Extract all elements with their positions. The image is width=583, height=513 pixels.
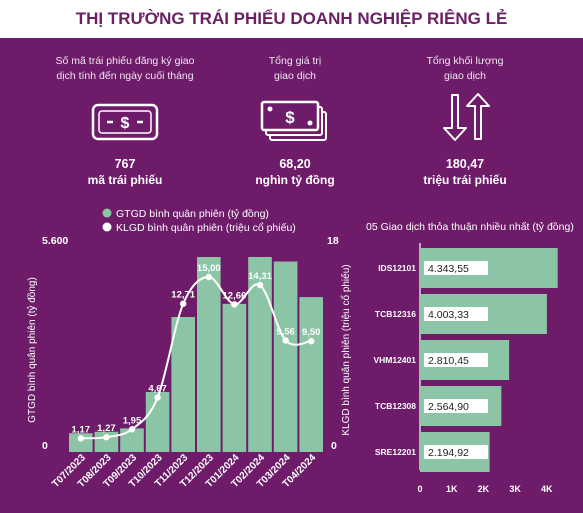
line-point xyxy=(231,301,238,308)
hbar-x-tick-label: 3K xyxy=(509,484,521,494)
stat-unit: nghìn tỷ đồng xyxy=(255,173,335,187)
y2-axis-bottom-tick: 0 xyxy=(331,440,337,452)
stat-value: 180,47 xyxy=(445,157,485,171)
combo-bar xyxy=(197,257,221,452)
y-axis-label: GTGD bình quân phiên (tỷ đồng) xyxy=(26,277,38,423)
page-title: THỊ TRƯỜNG TRÁI PHIẾU DOANH NGHIỆP RIÊNG… xyxy=(75,9,508,28)
legend-swatch-bar xyxy=(102,208,112,218)
y-axis-top-tick: 5.600 xyxy=(42,235,68,247)
hbar-x-tick-label: 1K xyxy=(446,484,458,494)
combo-bar xyxy=(248,257,272,452)
combo-bar xyxy=(120,428,144,452)
stat-label-line2: dịch tính đến ngày cuối tháng xyxy=(56,70,194,82)
combo-bar xyxy=(273,261,298,452)
hbar-value-label: 4.343,55 xyxy=(428,263,469,275)
line-point xyxy=(180,300,187,307)
line-data-label: 1,27 xyxy=(97,423,116,434)
legend-swatch-line xyxy=(102,222,112,232)
stat-label-line2: giao dịch xyxy=(443,70,487,82)
hbar-category-label: TCB12316 xyxy=(375,309,416,319)
y2-axis-label: KLGD bình quân phiên (triệu cổ phiếu) xyxy=(340,264,352,435)
hbar-value-label: 4.003,33 xyxy=(428,309,469,321)
line-point xyxy=(128,426,136,433)
stat-trade-value: Tổng giá trị giao dịch xyxy=(210,54,380,84)
hbar-category-label: TCB12308 xyxy=(375,401,416,411)
line-data-label: 1,17 xyxy=(72,424,91,435)
stat-label-line1: Số mã trái phiếu đăng ký giao xyxy=(55,55,195,67)
line-data-label: 14,31 xyxy=(248,271,272,282)
line-data-label: 15,00 xyxy=(197,263,221,274)
line-data-label: 12,66 xyxy=(223,290,247,301)
svg-text:$: $ xyxy=(285,108,295,127)
line-point xyxy=(77,435,85,442)
y-axis-bottom-tick: 0 xyxy=(42,440,48,452)
y2-axis-top-tick: 18 xyxy=(327,235,339,247)
stat-trade-value-values: 68,20 nghìn tỷ đồng xyxy=(210,156,380,188)
line-point xyxy=(103,433,110,441)
hbar-x-tick-label: 4K xyxy=(541,484,553,494)
hbar-x-tick-label: 0 xyxy=(417,484,422,494)
stat-value: 68,20 xyxy=(279,157,311,171)
stat-unit: mã trái phiếu xyxy=(87,173,163,187)
hbar-value-label: 2.564,90 xyxy=(428,401,469,413)
line-point xyxy=(256,281,264,289)
combo-bar xyxy=(171,317,195,452)
hbar-value-box xyxy=(424,353,488,367)
combo-bar xyxy=(222,303,247,452)
hbar-category-label: SRE12201 xyxy=(375,447,416,457)
infographic-panel: Số mã trái phiếu đăng ký giao dịch tính … xyxy=(0,38,583,513)
hbar-value-label: 2.810,45 xyxy=(428,355,469,367)
stat-label-line2: giao dịch xyxy=(273,70,317,82)
line-point xyxy=(308,337,315,345)
stat-unit: triệu trái phiếu xyxy=(423,173,507,187)
line-point xyxy=(154,394,161,401)
up-down-arrows-icon xyxy=(440,92,490,142)
combo-bar xyxy=(299,297,323,452)
hbar-value-box xyxy=(424,261,488,275)
hbar-value-label: 2.194,92 xyxy=(428,447,469,459)
line-data-label: 9,50 xyxy=(302,327,321,338)
hbar-category-label: VHM12401 xyxy=(373,355,416,365)
stat-bond-count-values: 767 mã trái phiếu xyxy=(40,156,210,188)
svg-text:$: $ xyxy=(121,115,130,132)
combo-bar xyxy=(145,392,170,452)
combo-legend: GTGD bình quân phiên (tỷ đồng) KLGD bình… xyxy=(102,208,296,234)
legend-label-line: KLGD bình quân phiên (triệu cổ phiếu) xyxy=(116,222,296,234)
line-data-label: 9,56 xyxy=(276,326,295,337)
hbar-value-box xyxy=(424,445,488,459)
bond-ticket-icon: $ xyxy=(90,102,160,142)
hbar-chart: IDS12101 4.343,55 TCB12316 4.003,33 VHM12401… xyxy=(373,243,558,494)
line-data-label: 1,95 xyxy=(123,415,142,426)
hbar-title: 05 Giao dịch thỏa thuận nhiều nhất (tỷ đ… xyxy=(366,221,574,233)
stat-bond-count: Số mã trái phiếu đăng ký giao dịch tính … xyxy=(40,54,210,84)
hbar-value-box xyxy=(424,307,488,321)
line-point xyxy=(205,273,212,281)
klgd-series-line xyxy=(80,275,312,440)
banknotes-icon: $ xyxy=(260,98,330,144)
hbar-x-tick-label: 2K xyxy=(478,484,490,494)
stat-trade-volume-values: 180,47 triệu trái phiếu xyxy=(380,156,550,188)
stat-label-line1: Tổng khối lượng xyxy=(426,55,504,67)
stat-label-line1: Tổng giá trị xyxy=(268,55,322,67)
combo-x-labels: T07/2023T08/2023T09/2023T10/2023T11/2023… xyxy=(50,452,318,490)
line-data-label: 4,67 xyxy=(148,384,167,395)
charts-canvas: GTGD bình quân phiên (tỷ đồng) KLGD bình… xyxy=(26,208,574,494)
hbar-value-box xyxy=(424,399,488,413)
legend-label-bar: GTGD bình quân phiên (tỷ đồng) xyxy=(116,208,269,220)
hbar-category-label: IDS12101 xyxy=(378,263,416,273)
line-data-label: 12,71 xyxy=(171,290,195,301)
stat-trade-volume: Tổng khối lượng giao dịch xyxy=(380,54,550,84)
line-point xyxy=(282,337,289,344)
stat-value: 767 xyxy=(114,157,136,171)
